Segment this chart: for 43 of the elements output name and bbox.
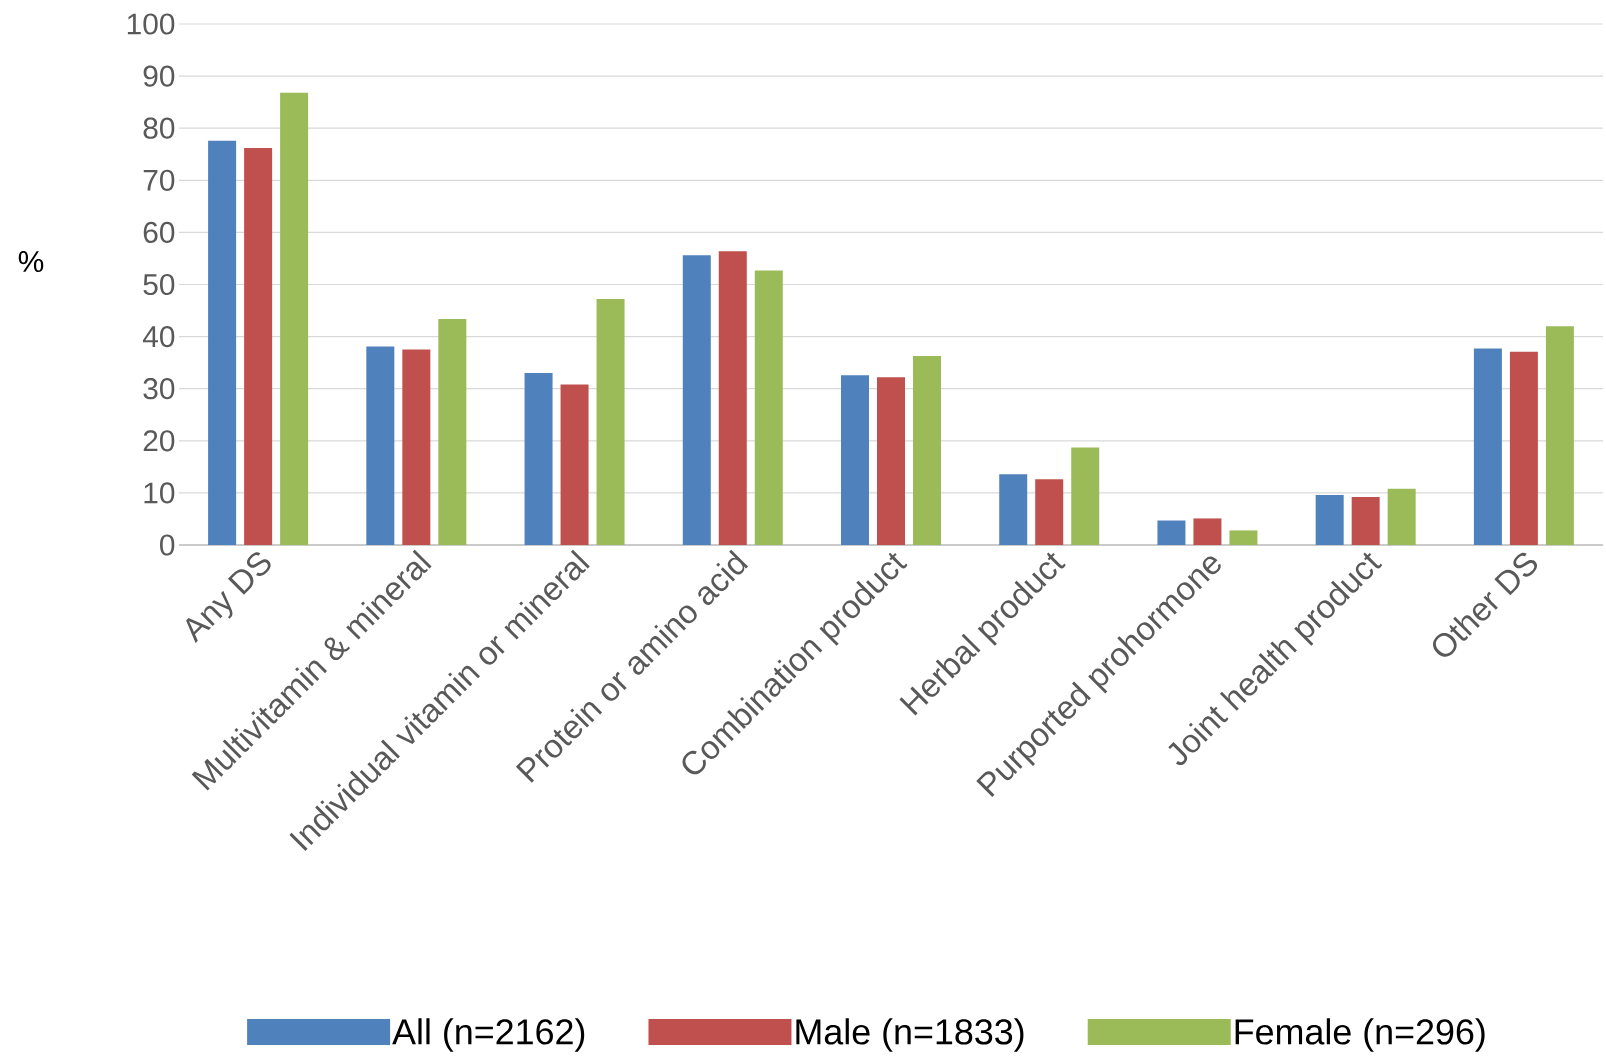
y-tick-label: 20 [143, 430, 175, 452]
bar [438, 318, 467, 545]
y-tick-label: 30 [143, 378, 175, 400]
bar [1509, 351, 1538, 545]
y-tick-label: 10 [144, 482, 175, 504]
y-tick-label: 90 [143, 65, 175, 87]
y-tick-label: 0 [160, 534, 175, 556]
bar [1473, 348, 1502, 545]
bar [1351, 497, 1380, 545]
bar [877, 377, 905, 545]
bar [1035, 479, 1064, 545]
legend-label: Female (n=296) [1235, 1018, 1485, 1052]
bar [524, 373, 553, 545]
legend-label: Male (n=1833) [796, 1018, 1024, 1052]
bar [280, 92, 309, 545]
y-axis-title: % [18, 251, 44, 273]
y-tick-label: 80 [143, 117, 175, 139]
bar [1387, 488, 1416, 545]
bar [913, 355, 941, 545]
bar [560, 384, 589, 545]
legend-label: All (n=2162) [392, 1018, 585, 1052]
bar [718, 251, 747, 545]
bar [1071, 447, 1100, 545]
bar [1193, 518, 1222, 545]
y-tick-label: 100 [127, 13, 175, 35]
x-tick-label: Any DS [186, 552, 271, 644]
bar [754, 270, 783, 545]
y-tick-label: 50 [143, 273, 175, 296]
bar [1157, 520, 1186, 545]
bar [1229, 530, 1258, 545]
y-tick-label: 70 [143, 169, 175, 191]
bar [841, 375, 869, 545]
bar [596, 299, 625, 545]
y-tick-label: 60 [143, 221, 175, 243]
bar [402, 349, 431, 545]
bar [999, 474, 1028, 545]
bar [1315, 494, 1344, 545]
bar [208, 140, 237, 545]
bar [1545, 326, 1574, 545]
y-tick-label: 40 [142, 326, 175, 348]
bar [366, 346, 395, 545]
bar [244, 147, 273, 545]
bar [682, 255, 711, 545]
